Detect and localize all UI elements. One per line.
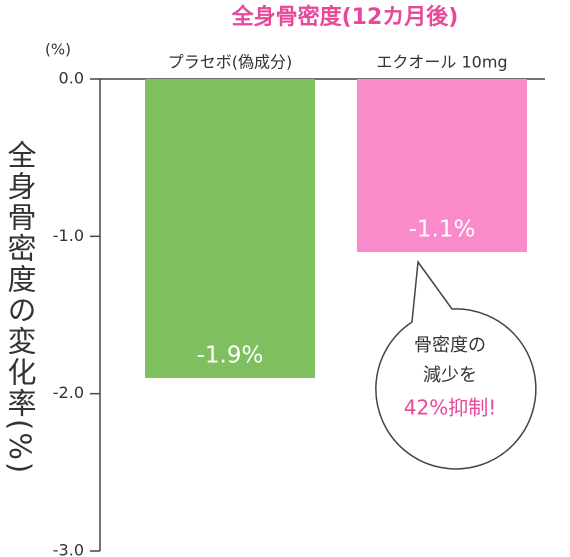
y-axis-label: 全身骨密度の変化率(%) [3, 140, 37, 476]
bar [357, 79, 527, 253]
category-label: プラセボ(偽成分) [168, 53, 293, 72]
callout-bubble [375, 259, 537, 470]
chart-title: 全身骨密度(12カ月後) [231, 4, 459, 30]
annotation-highlight: 42%抑制! [404, 396, 496, 420]
bar [145, 79, 315, 378]
annotation-line: 骨密度の [414, 335, 486, 356]
value-label: -1.1% [409, 217, 476, 243]
y-tick-label: -3.0 [53, 541, 84, 557]
y-tick-label: 0.0 [59, 69, 84, 88]
y-unit: (%) [45, 41, 71, 59]
annotation-line: 減少を [423, 365, 477, 386]
y-tick-label: -1.0 [53, 226, 84, 245]
value-label: -1.9% [197, 342, 264, 368]
category-label: エクオール 10mg [376, 53, 507, 72]
y-tick-label: -2.0 [53, 383, 84, 402]
